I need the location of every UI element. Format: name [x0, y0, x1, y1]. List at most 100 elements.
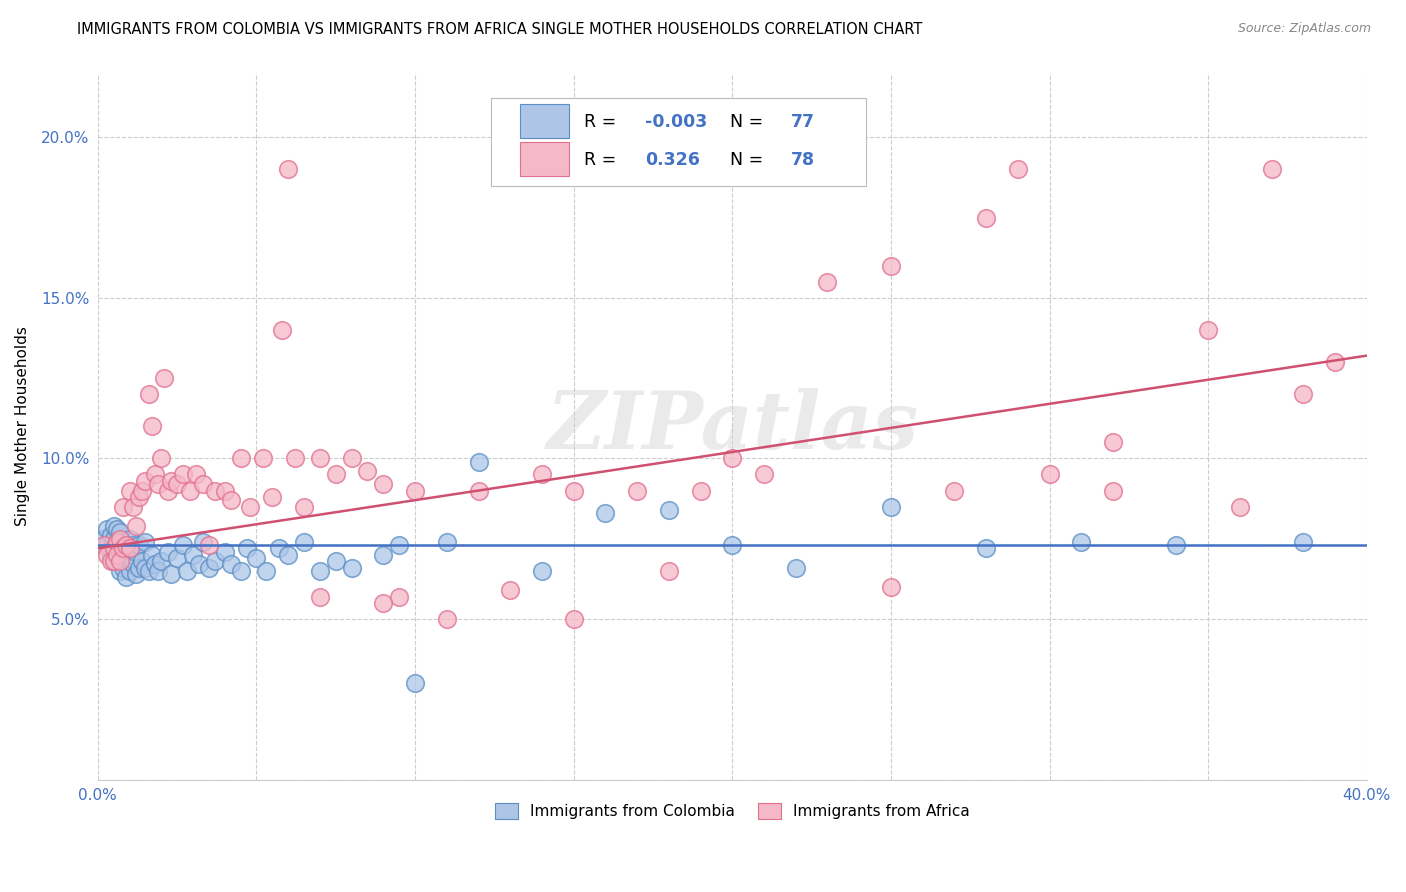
Point: [112, 560, 135, 574]
Point: [118, 532, 141, 546]
Point: [103, 554, 125, 568]
Point: [191, 477, 214, 491]
Point: [146, 477, 169, 491]
Point: [254, 564, 277, 578]
Point: [467, 483, 489, 498]
Point: [219, 493, 242, 508]
Point: [785, 560, 807, 574]
Point: [658, 564, 681, 578]
Point: [309, 564, 332, 578]
Point: [141, 419, 163, 434]
Point: [292, 500, 315, 514]
Text: N =: N =: [730, 151, 769, 169]
Point: [340, 560, 363, 574]
Point: [103, 554, 125, 568]
Point: [1007, 162, 1029, 177]
Point: [105, 554, 128, 568]
Point: [752, 467, 775, 482]
Point: [373, 548, 395, 562]
Point: [134, 474, 156, 488]
Point: [108, 554, 131, 568]
Point: [356, 464, 378, 478]
Point: [115, 544, 138, 558]
Point: [198, 560, 221, 574]
Point: [138, 387, 160, 401]
Point: [404, 676, 426, 690]
Point: [172, 538, 194, 552]
Text: Source: ZipAtlas.com: Source: ZipAtlas.com: [1237, 22, 1371, 36]
Point: [125, 567, 148, 582]
Point: [159, 474, 181, 488]
Point: [388, 590, 411, 604]
Legend: Immigrants from Colombia, Immigrants from Africa: Immigrants from Colombia, Immigrants fro…: [489, 797, 976, 825]
Point: [974, 211, 997, 225]
Point: [817, 275, 839, 289]
Point: [159, 567, 181, 582]
Point: [277, 162, 299, 177]
Point: [292, 535, 315, 549]
Point: [373, 596, 395, 610]
Point: [143, 467, 166, 482]
Point: [115, 538, 138, 552]
Point: [150, 451, 173, 466]
Text: R =: R =: [583, 151, 621, 169]
Point: [179, 483, 201, 498]
Point: [188, 558, 211, 572]
Point: [100, 541, 122, 556]
Point: [125, 544, 148, 558]
Point: [277, 548, 299, 562]
Point: [880, 500, 903, 514]
Point: [172, 467, 194, 482]
Point: [103, 541, 125, 556]
Point: [1197, 323, 1219, 337]
Point: [112, 535, 135, 549]
Point: [974, 541, 997, 556]
FancyBboxPatch shape: [491, 98, 866, 186]
Point: [229, 451, 252, 466]
Point: [181, 548, 204, 562]
Point: [125, 519, 148, 533]
Point: [204, 483, 226, 498]
Point: [214, 483, 236, 498]
Point: [93, 538, 115, 552]
Point: [96, 548, 118, 562]
Point: [156, 483, 179, 498]
Text: ZIPatlas: ZIPatlas: [547, 387, 918, 465]
Point: [153, 371, 176, 385]
Point: [436, 535, 458, 549]
Point: [340, 451, 363, 466]
Point: [530, 564, 553, 578]
Point: [499, 583, 522, 598]
Point: [128, 560, 150, 574]
Point: [214, 544, 236, 558]
Point: [262, 490, 284, 504]
Point: [373, 477, 395, 491]
Point: [138, 564, 160, 578]
Point: [150, 554, 173, 568]
Point: [96, 522, 118, 536]
Point: [467, 455, 489, 469]
Point: [118, 564, 141, 578]
Point: [134, 535, 156, 549]
Point: [118, 551, 141, 566]
Point: [283, 451, 305, 466]
Text: R =: R =: [583, 113, 621, 131]
Point: [388, 538, 411, 552]
Point: [245, 551, 267, 566]
Point: [176, 564, 198, 578]
Text: N =: N =: [730, 113, 769, 131]
Text: IMMIGRANTS FROM COLOMBIA VS IMMIGRANTS FROM AFRICA SINGLE MOTHER HOUSEHOLDS CORR: IMMIGRANTS FROM COLOMBIA VS IMMIGRANTS F…: [77, 22, 922, 37]
Point: [204, 554, 226, 568]
Point: [100, 548, 122, 562]
Point: [626, 483, 648, 498]
Point: [1292, 387, 1315, 401]
Point: [128, 538, 150, 552]
Point: [121, 500, 143, 514]
Point: [103, 519, 125, 533]
Point: [121, 558, 143, 572]
Point: [131, 554, 153, 568]
Point: [166, 477, 188, 491]
Point: [118, 541, 141, 556]
Point: [191, 535, 214, 549]
Point: [530, 467, 553, 482]
